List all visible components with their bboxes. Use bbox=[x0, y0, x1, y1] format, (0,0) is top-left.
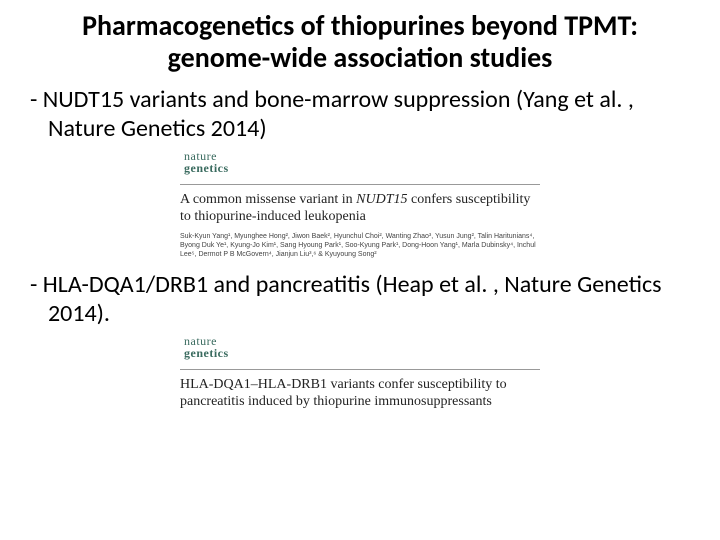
paper1-title-gene: NUDT15 bbox=[356, 192, 407, 207]
slide-title: Pharmacogenetics of thiopurines beyond T… bbox=[20, 10, 700, 86]
divider bbox=[180, 184, 540, 185]
paper2-title: HLA-DQA1–HLA-DRB1 variants confer suscep… bbox=[180, 376, 540, 411]
journal-line2: genetics bbox=[184, 161, 229, 175]
journal-logo: nature genetics bbox=[184, 150, 540, 174]
bullet-item-1: NUDT15 variants and bone-marrow suppress… bbox=[20, 86, 700, 144]
paper1-authors: Suk-Kyun Yang¹, Myunghee Hong², Jiwon Ba… bbox=[180, 232, 540, 259]
paper1-title-pre: A common missense variant in bbox=[180, 192, 356, 207]
journal-logo: nature genetics bbox=[184, 335, 540, 359]
paper1-title: A common missense variant in NUDT15 conf… bbox=[180, 191, 540, 226]
bullet-item-2: HLA-DQA1/DRB1 and pancreatitis (Heap et … bbox=[20, 271, 700, 329]
divider bbox=[180, 369, 540, 370]
paper-excerpt-1: nature genetics A common missense varian… bbox=[180, 150, 540, 259]
paper-excerpt-2: nature genetics HLA-DQA1–HLA-DRB1 varian… bbox=[180, 335, 540, 411]
journal-line2: genetics bbox=[184, 346, 229, 360]
